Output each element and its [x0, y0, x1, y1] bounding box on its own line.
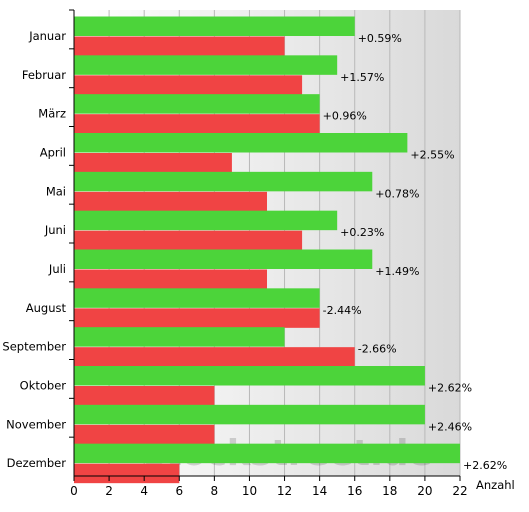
- bar-green: [74, 210, 338, 231]
- x-tick-label: 20: [417, 484, 432, 498]
- bar-green: [74, 133, 408, 153]
- x-tick-label: 12: [277, 484, 292, 498]
- category-label: Juni: [44, 223, 66, 237]
- category-label: Dezember: [7, 456, 67, 470]
- x-tick-label: 6: [175, 484, 183, 498]
- bar-red: [74, 386, 215, 406]
- bar-red: [74, 269, 267, 289]
- data-label: +2.62%: [428, 382, 472, 395]
- bar-red: [74, 36, 285, 56]
- category-labels: Januar Februar März April Mai Juni Juli August S…: [2, 29, 66, 470]
- bar-green: [74, 404, 425, 425]
- x-tick-label: 10: [242, 484, 257, 498]
- category-label: August: [26, 301, 67, 315]
- category-label: Januar: [28, 29, 66, 43]
- data-label: +0.96%: [323, 110, 367, 123]
- data-label: +0.23%: [340, 226, 384, 239]
- bar-green: [74, 249, 373, 269]
- category-label: März: [38, 107, 66, 121]
- bar-green: [74, 55, 338, 75]
- bar-green: [74, 366, 425, 386]
- data-labels: +0.59% +1.57% +0.96% +2.55% +0.78% +0.23% +1.4…: [323, 32, 508, 472]
- x-axis: 0 2 4 6 8 10 12 14 16 18 20 22: [69, 9, 468, 498]
- x-tick-label: 0: [70, 484, 78, 498]
- category-label: Oktober: [20, 379, 67, 393]
- bars: [74, 16, 460, 484]
- bar-green: [74, 327, 285, 347]
- bar-red: [74, 75, 303, 95]
- x-axis-title: Anzahl: [476, 478, 515, 492]
- bar-red: [74, 308, 320, 328]
- bar-green: [74, 443, 460, 464]
- data-label: -2.66%: [358, 343, 397, 356]
- data-label: +2.55%: [410, 149, 454, 162]
- category-label: April: [40, 146, 66, 160]
- x-tick-label: 22: [452, 484, 467, 498]
- bar-red: [74, 463, 180, 484]
- bar-red: [74, 153, 232, 173]
- category-label: Juli: [48, 262, 66, 276]
- bar-red: [74, 191, 267, 212]
- bar-green: [74, 171, 373, 192]
- x-tick-label: 2: [105, 484, 113, 498]
- x-tick-label: 14: [312, 484, 327, 498]
- data-label: +1.57%: [340, 71, 384, 84]
- bar-green: [74, 288, 320, 308]
- data-label: +0.78%: [375, 187, 419, 200]
- bar-red: [74, 347, 355, 367]
- x-tick-label: 16: [347, 484, 362, 498]
- data-label: +2.62%: [463, 459, 507, 472]
- data-label: -2.44%: [323, 304, 362, 317]
- data-label: +2.46%: [428, 420, 472, 433]
- x-tick-label: 18: [382, 484, 397, 498]
- bar-red: [74, 114, 320, 134]
- category-label: September: [2, 340, 66, 354]
- data-label: +0.59%: [358, 32, 402, 45]
- data-label: +1.49%: [375, 265, 419, 278]
- x-tick-label: 4: [140, 484, 148, 498]
- bar-red: [74, 424, 215, 445]
- bar-green: [74, 16, 355, 36]
- category-label: Februar: [22, 68, 66, 82]
- category-label: November: [6, 417, 66, 431]
- bar-red: [74, 230, 303, 251]
- x-tick-label: 8: [211, 484, 219, 498]
- bar-green: [74, 94, 320, 114]
- category-label: Mai: [46, 184, 66, 198]
